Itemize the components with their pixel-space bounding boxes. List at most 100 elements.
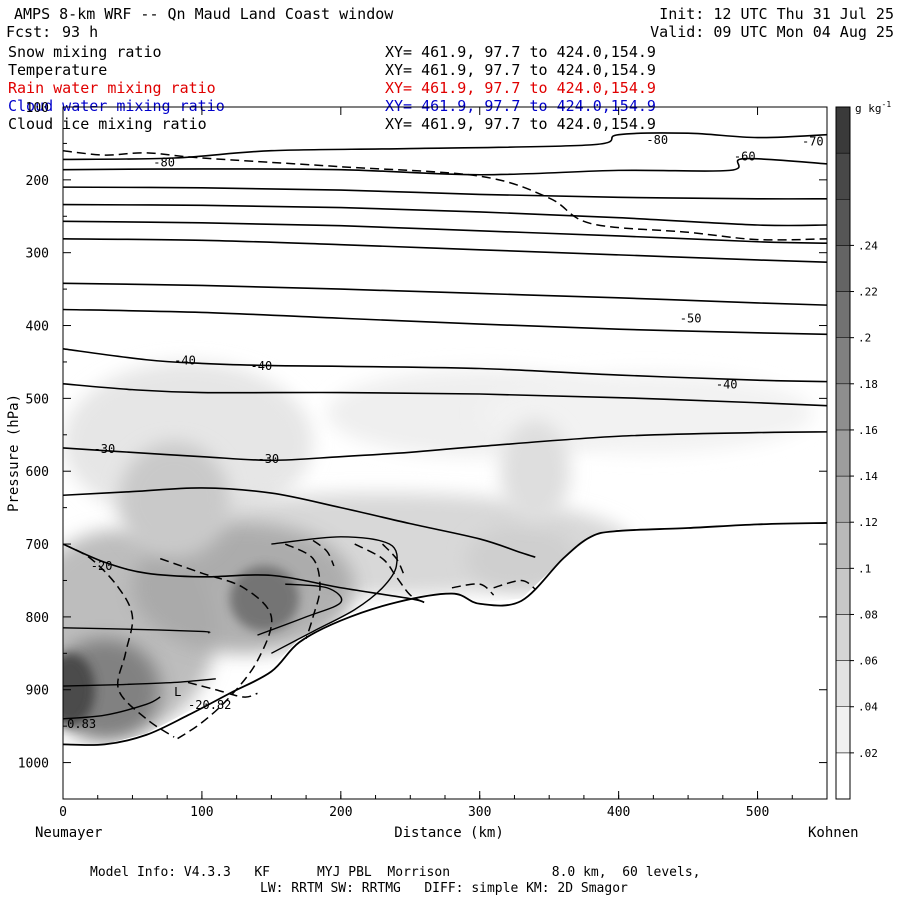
temperature-contour xyxy=(63,186,827,200)
temperature-contour xyxy=(63,487,536,558)
x-tick-label: 500 xyxy=(746,805,769,820)
y-axis-label: Pressure (hPa) xyxy=(6,394,22,512)
colorbar-swatch xyxy=(835,337,851,385)
cloud-ice-dashed-contours xyxy=(63,149,827,742)
temperature-contour xyxy=(63,282,827,306)
init-time: Init: 12 UTC Thu 31 Jul 25 xyxy=(659,5,894,23)
y-tick-label: 700 xyxy=(26,538,49,553)
cloud-ice-contour xyxy=(493,579,536,590)
colorbar-tick-label: .02 xyxy=(858,747,878,760)
colorbar-swatch xyxy=(835,521,851,569)
temperature-label: -40 xyxy=(174,354,196,368)
cloud-ice-contour xyxy=(354,543,425,604)
cloud-ice-contour xyxy=(312,539,335,567)
y-tick-label: 100 xyxy=(26,101,49,116)
colorbar-tick-label: .18 xyxy=(858,378,878,391)
temperature-contour xyxy=(63,203,827,227)
x-tick-label: 100 xyxy=(190,805,213,820)
field-xy-cloud-ice: XY= 461.9, 97.7 to 424.0,154.9 xyxy=(385,115,656,133)
colorbar-tick-label: .06 xyxy=(858,655,878,668)
y-tick-label: 300 xyxy=(26,247,49,262)
mixing-ratio-blob xyxy=(465,525,577,592)
y-tick-label: 400 xyxy=(26,320,49,335)
mixing-ratio-blob xyxy=(500,420,571,523)
y-tick-label: 800 xyxy=(26,611,49,626)
annotation-label: 0.83 xyxy=(67,717,96,731)
field-name-rain: Rain water mixing ratio xyxy=(8,79,216,97)
temperature-contour xyxy=(257,583,343,636)
footer-model-info: Model Info: V4.3.3 KF MYJ PBL Morrison 8… xyxy=(90,865,701,880)
temperature-contours xyxy=(63,132,827,746)
x-tick-label: 300 xyxy=(468,805,491,820)
y-tick-label: 900 xyxy=(26,684,49,699)
terrain-line xyxy=(63,522,827,746)
colorbar-tick-label: .04 xyxy=(858,701,878,714)
temperature-label: -20 xyxy=(91,559,113,573)
temperature-label: -30 xyxy=(257,452,279,466)
temperature-label: -50 xyxy=(680,311,702,325)
colorbar-tick-label: .2 xyxy=(858,332,871,345)
temperature-contour xyxy=(63,678,216,687)
colorbar-swatch xyxy=(835,152,851,200)
colorbar-swatch xyxy=(835,199,851,246)
y-tick-label: 600 xyxy=(26,465,49,480)
temperature-contour xyxy=(63,627,211,634)
x-axis-label: Distance (km) xyxy=(394,825,504,841)
x-tick-label: 0 xyxy=(59,805,67,820)
forecast-hours: 93 h xyxy=(62,23,99,41)
mixing-ratio-blob xyxy=(229,565,300,632)
field-name-cloud-ice: Cloud ice mixing ratio xyxy=(8,115,207,133)
temperature-contour xyxy=(63,308,827,336)
temperature-label: -60 xyxy=(734,150,756,164)
field-xy-temperature: XY= 461.9, 97.7 to 424.0,154.9 xyxy=(385,61,656,79)
temperature-contour xyxy=(63,348,827,383)
y-axis: 100 200 300 400 500 600 700 800 900 1000 xyxy=(18,101,827,772)
temperature-label: -30 xyxy=(94,442,116,456)
x-axis: 0 100 200 300 400 500 xyxy=(59,107,828,820)
temperature-label: -40 xyxy=(251,359,273,373)
field-name-temperature: Temperature xyxy=(8,61,108,79)
colorbar-frame xyxy=(835,106,851,800)
cloud-ice-contour xyxy=(284,543,321,639)
annotations: L -20.82 0.83 xyxy=(67,685,231,731)
temperature-contour xyxy=(63,431,827,462)
colorbar-tick-label: .24 xyxy=(858,239,878,252)
field-xy-snow: XY= 461.9, 97.7 to 424.0,154.9 xyxy=(385,43,656,61)
colorbar-swatch xyxy=(835,429,851,477)
temperature-label: -40 xyxy=(716,378,738,392)
temperature-contour xyxy=(63,157,827,176)
footer-physics-info: LW: RRTM SW: RRTMG DIFF: simple KM: 2D S… xyxy=(260,881,628,896)
cloud-ice-contour xyxy=(63,543,175,738)
cloud-ice-contour xyxy=(159,557,273,742)
temperature-contour xyxy=(63,132,827,161)
colorbar: .02 .04 .06 .08 .1 .12 .14 .16 .18 .2 .22 .24 xyxy=(835,106,878,800)
x-left-label: Neumayer xyxy=(35,825,102,841)
colorbar-tick-label: .12 xyxy=(858,516,878,529)
forecast-label: Fcst: xyxy=(6,23,52,41)
colorbar-swatch xyxy=(835,475,851,523)
y-tick-label: 200 xyxy=(26,174,49,189)
chart-title: AMPS 8-km WRF -- Qn Maud Land Coast wind… xyxy=(14,5,394,23)
temperature-label: -70 xyxy=(802,134,824,148)
temperature-contour xyxy=(63,238,827,263)
colorbar-tick-label: .22 xyxy=(858,286,878,299)
cloud-ice-contour xyxy=(187,681,258,698)
temperature-contour xyxy=(63,220,827,245)
colorbar-tick-label: .14 xyxy=(858,470,878,483)
cloud-ice-contour xyxy=(451,583,495,596)
colorbar-tick-label: .08 xyxy=(858,608,878,621)
temperature-contour xyxy=(271,536,398,654)
temperature-contour xyxy=(63,696,161,720)
temperature-contour xyxy=(63,543,425,604)
y-tick-label: 1000 xyxy=(18,757,49,772)
colorbar-tick-label: .16 xyxy=(858,424,878,437)
valid-time: Valid: 09 UTC Mon 04 Aug 25 xyxy=(650,23,894,41)
field-name-cloud-water: Cloud water mixing ratio xyxy=(8,97,225,115)
mixing-ratio-blob xyxy=(118,442,230,559)
field-xy-rain: XY= 461.9, 97.7 to 424.0,154.9 xyxy=(385,79,656,97)
cloud-ice-contour xyxy=(381,543,405,574)
colorbar-swatch xyxy=(835,614,851,661)
annotation-label: L xyxy=(174,685,181,699)
field-name-snow: Snow mixing ratio xyxy=(8,43,162,61)
